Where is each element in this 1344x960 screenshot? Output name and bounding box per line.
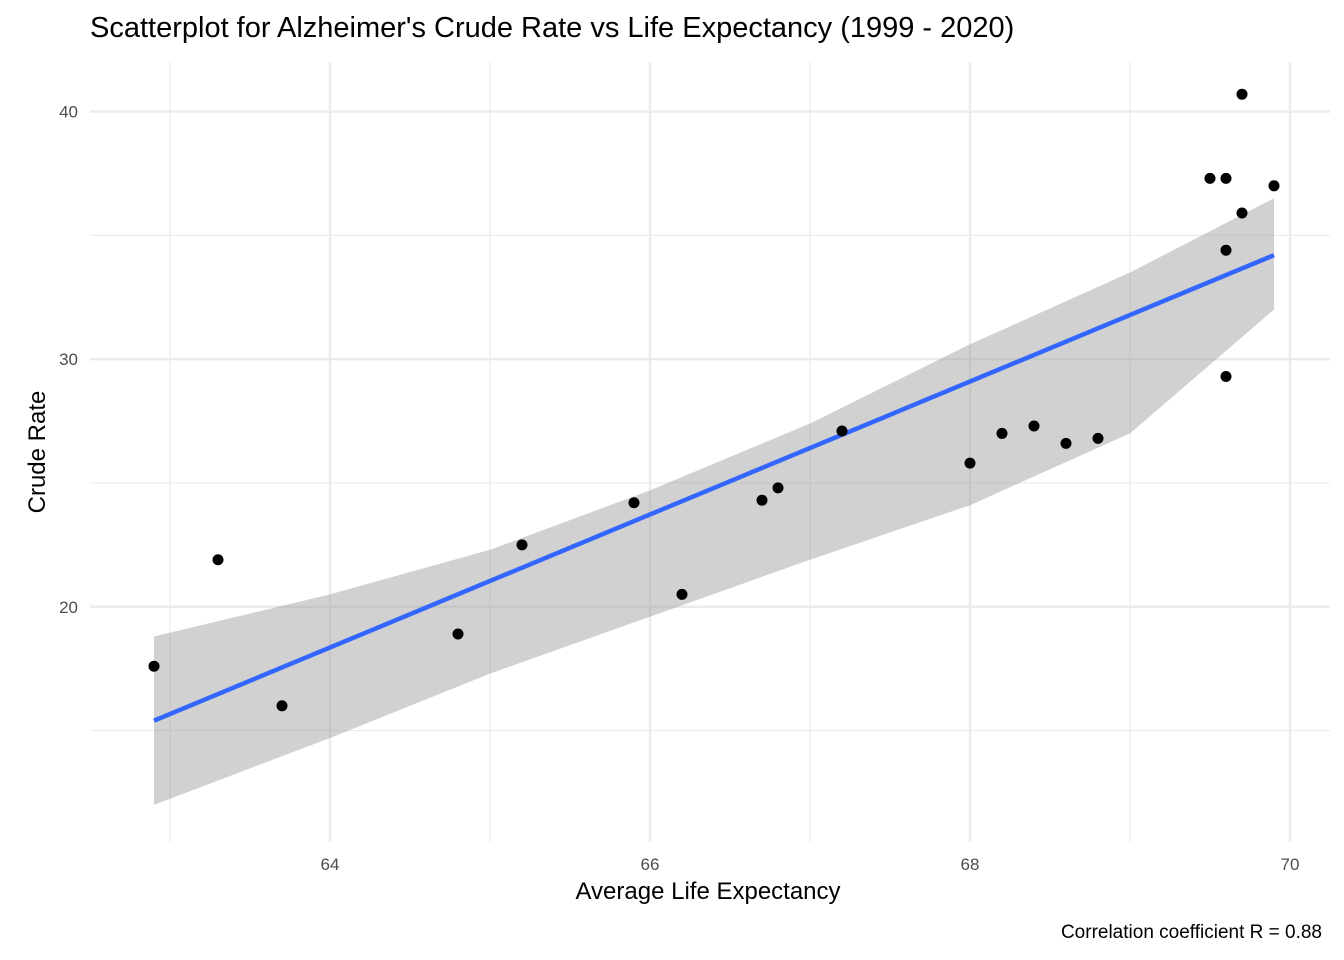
data-point bbox=[628, 497, 640, 509]
x-tick-label: 68 bbox=[961, 855, 980, 874]
data-point bbox=[1092, 432, 1104, 444]
data-point bbox=[1220, 244, 1232, 256]
grid-lines bbox=[90, 62, 1330, 842]
data-point bbox=[1268, 180, 1280, 192]
data-point bbox=[676, 588, 688, 600]
data-point bbox=[1060, 437, 1072, 449]
data-point bbox=[516, 539, 528, 551]
chart-title: Scatterplot for Alzheimer's Crude Rate v… bbox=[90, 12, 1015, 44]
x-tick-label: 70 bbox=[1281, 855, 1300, 874]
x-tick-label: 64 bbox=[321, 855, 340, 874]
data-point bbox=[996, 427, 1008, 439]
data-point bbox=[1236, 207, 1248, 219]
data-point bbox=[212, 554, 224, 566]
x-tick-label: 66 bbox=[641, 855, 660, 874]
confidence-band bbox=[154, 198, 1274, 805]
data-points bbox=[148, 88, 1280, 712]
y-tick-label: 20 bbox=[59, 598, 78, 617]
tick-labels: 64 66 68 70 20 30 40 bbox=[59, 103, 1299, 874]
data-point bbox=[1236, 88, 1248, 100]
correlation-caption: Correlation coefficient R = 0.88 bbox=[1060, 922, 1322, 943]
data-point bbox=[452, 628, 464, 640]
y-tick-label: 40 bbox=[59, 103, 78, 122]
data-point bbox=[964, 457, 976, 469]
data-point bbox=[148, 660, 160, 672]
data-point bbox=[1220, 370, 1232, 382]
y-axis-label: Crude Rate bbox=[24, 390, 51, 514]
data-point bbox=[1204, 172, 1216, 184]
data-point bbox=[1028, 420, 1040, 432]
data-point bbox=[276, 700, 288, 712]
confidence-band-layer bbox=[154, 198, 1274, 805]
x-axis-label: Average Life Expectancy bbox=[575, 878, 841, 905]
fit-line bbox=[153, 253, 1275, 723]
data-point bbox=[772, 482, 784, 494]
fit-line-layer bbox=[153, 253, 1275, 723]
data-point bbox=[836, 425, 848, 437]
data-point bbox=[756, 494, 768, 506]
data-point bbox=[1220, 172, 1232, 184]
y-tick-label: 30 bbox=[59, 350, 78, 369]
